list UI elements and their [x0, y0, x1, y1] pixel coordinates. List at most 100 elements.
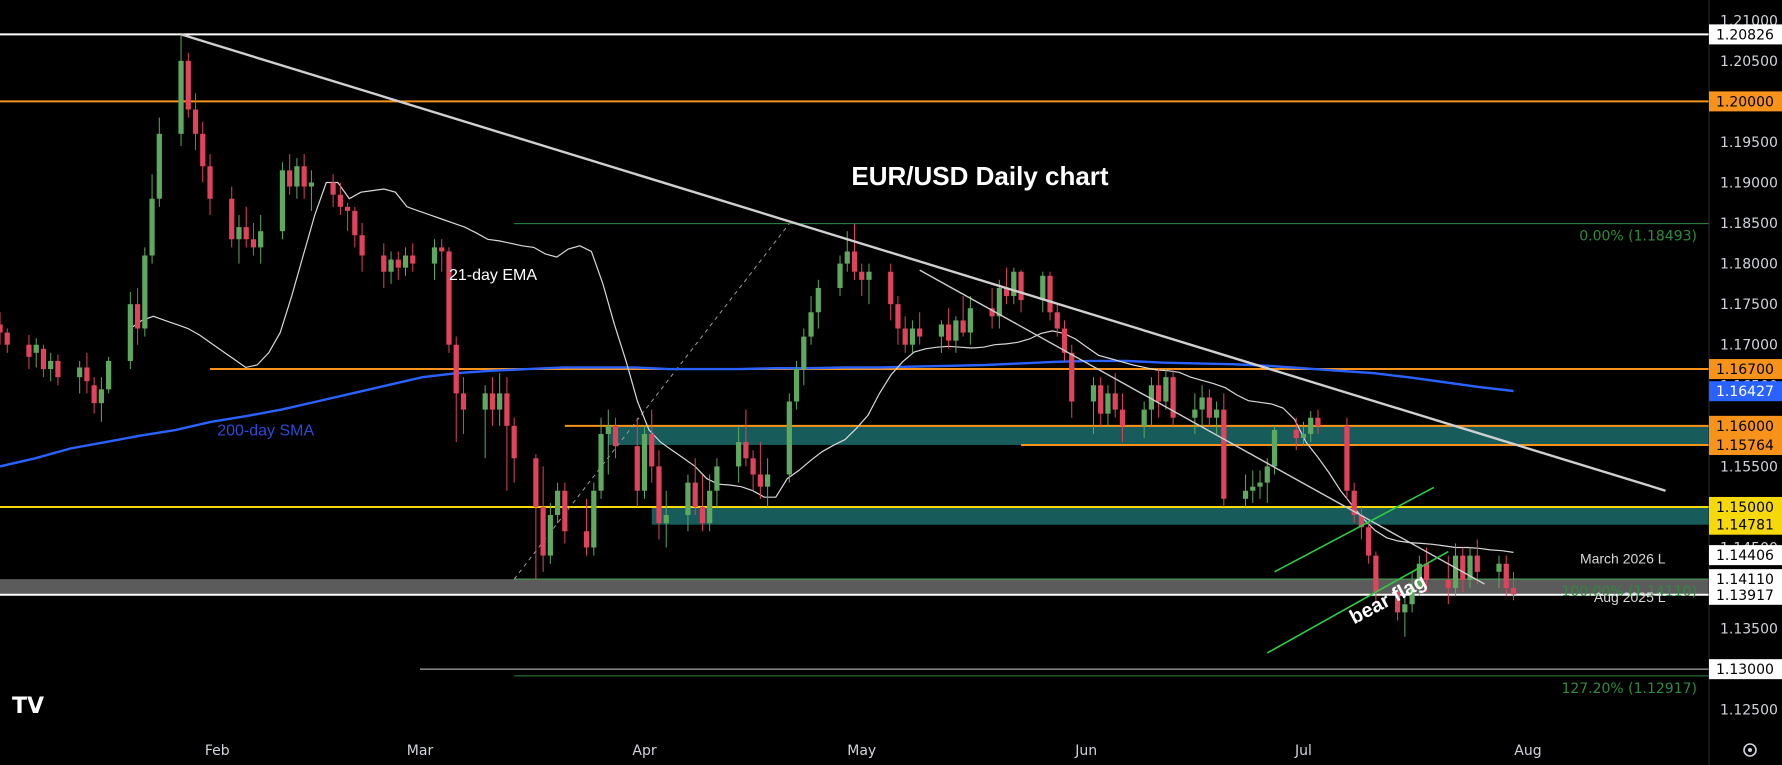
candle-body-142 [1452, 555, 1459, 589]
candle-body-57 [583, 531, 590, 548]
x-tick-label-0: Feb [205, 743, 230, 759]
y-tick-label-13: 1.19000 [1720, 176, 1778, 192]
price-tag-4 [1709, 415, 1782, 436]
candle-body-30 [301, 166, 307, 187]
price-axis[interactable]: 1.125001.130001.135001.140001.145001.150… [1709, 13, 1782, 719]
candle-body-118 [1199, 397, 1205, 410]
candle-body-112 [1141, 409, 1147, 426]
candle-body-38 [388, 259, 394, 272]
candle-body-120 [1213, 409, 1220, 418]
candle-body-7 [77, 367, 83, 378]
candle-body-28 [287, 170, 293, 187]
trendline-1 [919, 269, 1485, 585]
candle-body-50 [504, 393, 510, 426]
price-tag-label-8: 1.14406 [1716, 548, 1774, 564]
candle-body-4 [40, 348, 47, 370]
settings-button[interactable] [1743, 743, 1757, 757]
price-tag-0 [1709, 24, 1782, 45]
candle-body-92 [938, 324, 945, 337]
candle-body-98 [996, 287, 1002, 317]
candle-body-60 [605, 425, 611, 434]
candle-body-3 [33, 344, 39, 353]
price-tag-9 [1709, 569, 1782, 590]
price-tag-2 [1709, 359, 1782, 380]
candle-body-126 [1271, 429, 1278, 467]
candle-body-46 [460, 393, 467, 410]
candle-body-75 [757, 474, 763, 487]
candle-body-108 [1098, 385, 1104, 414]
support-band [0, 579, 1709, 595]
candle-body-107 [1090, 385, 1097, 402]
candle-body-43 [439, 247, 445, 252]
candle-body-80 [808, 312, 814, 337]
candle-body-134 [1366, 527, 1372, 556]
x-tick-label-6: Aug [1514, 743, 1541, 759]
candle-body-59 [598, 433, 604, 491]
candle-body-121 [1221, 409, 1227, 499]
candle-body-113 [1148, 385, 1155, 410]
time-axis[interactable]: Feb Mar Apr May Jun Jul Aug [205, 743, 1542, 759]
bear-flag-channel-1 [1274, 486, 1435, 573]
chart-title: EUR/USD Daily chart [851, 161, 1109, 191]
candle-body-0 [0, 324, 3, 333]
candle-body-15 [149, 198, 155, 256]
candle-body-99 [1003, 287, 1010, 297]
annotation-1: 200-day SMA [217, 423, 314, 440]
candle-body-17 [178, 60, 184, 134]
price-tag-1 [1709, 91, 1782, 112]
supply-zone-0 [608, 425, 1710, 445]
candle-body-39 [395, 259, 401, 268]
y-tick-label-12: 1.18500 [1720, 216, 1778, 232]
candle-body-34 [344, 206, 351, 211]
gear-icon [1743, 743, 1757, 757]
candle-body-16 [156, 133, 162, 199]
candle-body-106 [1069, 352, 1075, 402]
candle-body-21 [207, 166, 213, 199]
candle-body-37 [381, 255, 387, 272]
tradingview-logo-text: TV [12, 694, 44, 719]
candle-body-147 [1503, 563, 1509, 589]
candle-body-18 [185, 60, 191, 110]
price-tag-label-10: 1.13917 [1716, 588, 1774, 604]
candle-body-32 [330, 182, 336, 195]
candle-body-104 [1054, 312, 1060, 329]
candle-body-93 [946, 324, 952, 341]
annotations-layer: 0.00% (1.18493) 100.00% (1.14110) 127.20% … [217, 161, 1697, 697]
candle-body-63 [641, 433, 648, 491]
candle-body-136 [1395, 592, 1401, 613]
candle-body-87 [888, 271, 894, 305]
candle-body-90 [909, 328, 916, 345]
candle-body-109 [1105, 393, 1111, 414]
candle-body-78 [793, 369, 800, 402]
candle-body-139 [1416, 563, 1422, 589]
candle-body-129 [1308, 417, 1314, 434]
candle-body-125 [1264, 466, 1270, 483]
supply-zone-1 [651, 506, 1709, 525]
candle-body-73 [743, 442, 749, 459]
candle-body-45 [453, 344, 459, 394]
candle-body-135 [1373, 555, 1379, 593]
candle-body-83 [844, 251, 850, 264]
candle-body-1 [4, 332, 10, 345]
candle-body-102 [1040, 275, 1046, 301]
fib-diagonal [513, 223, 790, 580]
fib-label-2: 127.20% (1.12917) [1561, 681, 1697, 697]
y-tick-label-0: 1.12500 [1720, 703, 1778, 719]
candle-body-20 [200, 133, 206, 167]
candle-body-11 [106, 360, 112, 390]
candle-body-55 [554, 490, 561, 516]
candle-body-122 [1242, 490, 1249, 499]
price-tag-8 [1709, 545, 1782, 566]
candle-body-58 [591, 490, 597, 548]
x-tick-label-2: Apr [632, 743, 656, 759]
candle-body-148 [1510, 588, 1517, 595]
x-tick-label-3: May [847, 743, 876, 759]
candle-body-48 [489, 393, 496, 410]
tradingview-logo[interactable]: TV [12, 694, 44, 719]
candle-body-119 [1206, 397, 1212, 418]
candle-body-143 [1460, 555, 1466, 580]
candle-body-10 [98, 389, 104, 404]
candle-body-128 [1300, 433, 1307, 438]
